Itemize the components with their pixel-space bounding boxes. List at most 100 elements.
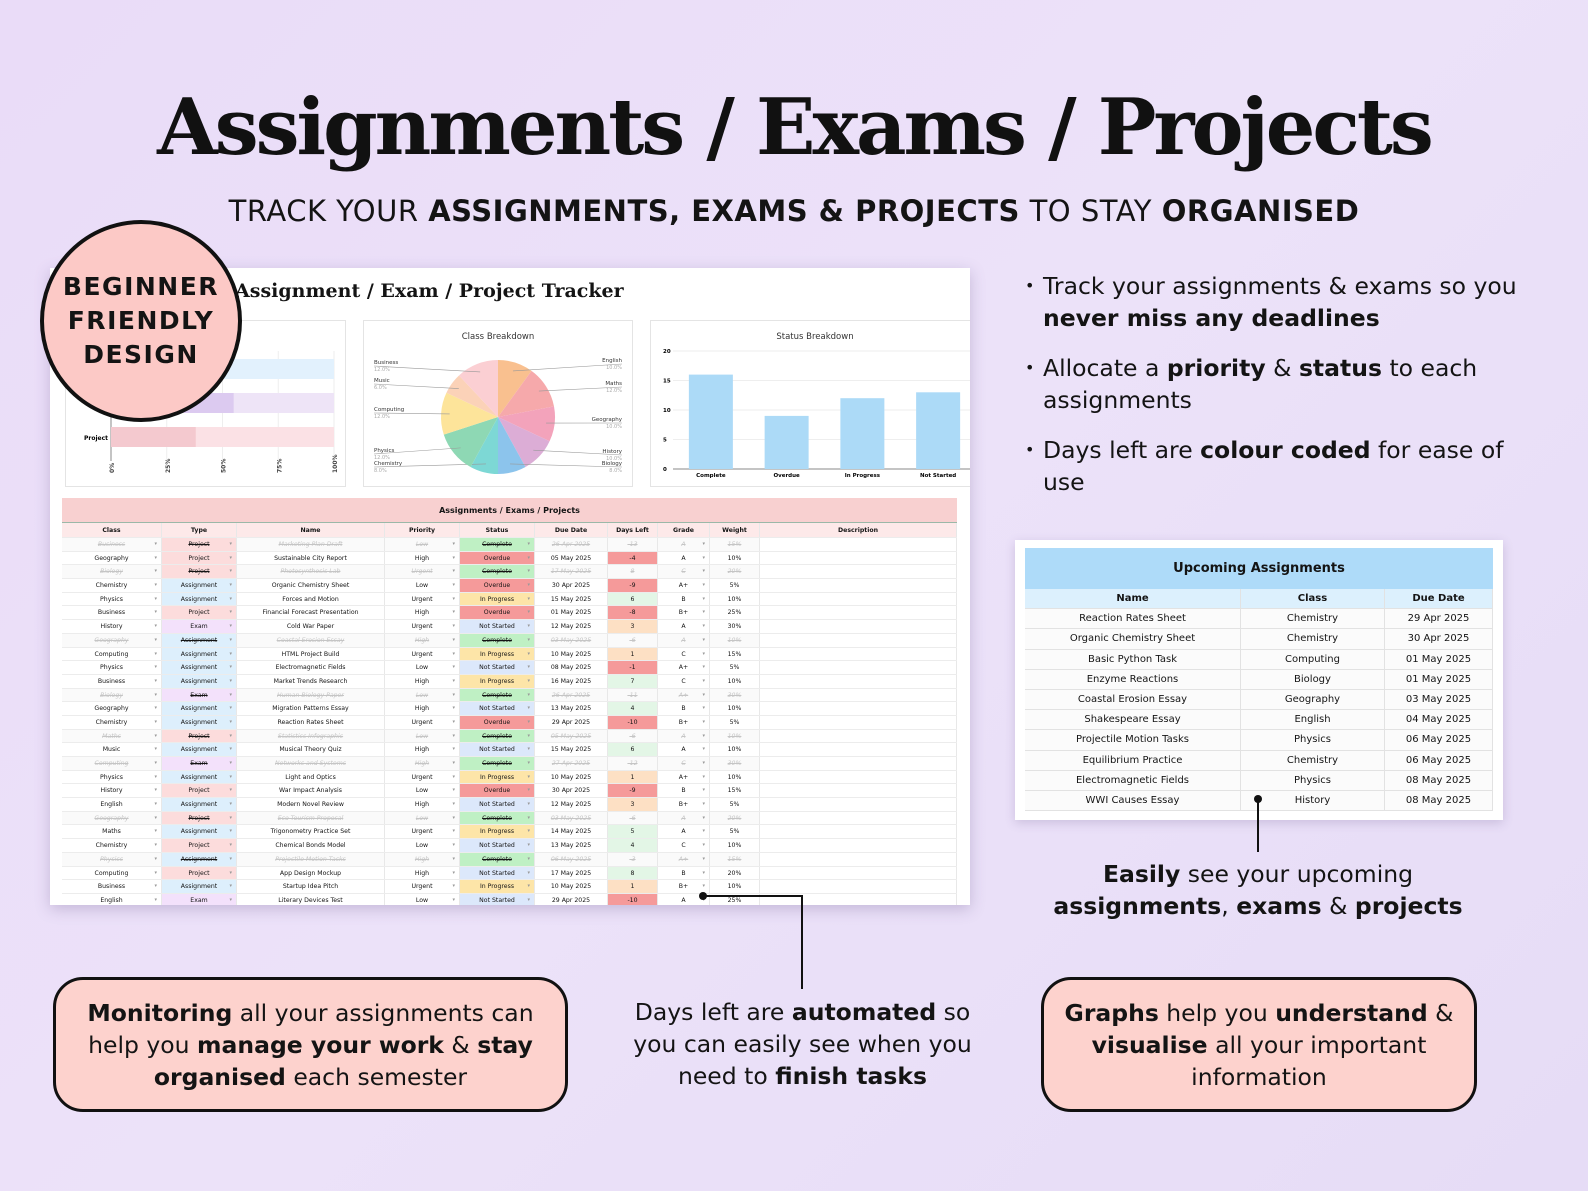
status-cell[interactable]: Overdue [460, 551, 535, 565]
status-cell[interactable]: Overdue [460, 715, 535, 729]
grade-cell[interactable]: C [658, 565, 710, 579]
type-cell[interactable]: Exam [162, 757, 237, 770]
grade-cell[interactable]: B+ [658, 880, 710, 893]
priority-cell[interactable]: High [385, 743, 460, 756]
priority-cell[interactable]: Low [385, 811, 460, 825]
status-cell[interactable]: Complete [460, 565, 535, 579]
type-cell[interactable]: Assignment [162, 579, 237, 592]
type-cell[interactable]: Exam [162, 688, 237, 702]
type-cell[interactable]: Assignment [162, 880, 237, 893]
column-header[interactable]: Status [460, 523, 535, 537]
type-cell[interactable]: Project [162, 729, 237, 743]
grade-cell[interactable]: B+ [658, 606, 710, 620]
status-cell[interactable]: In Progress [460, 592, 535, 606]
type-cell[interactable]: Project [162, 538, 237, 551]
type-cell[interactable]: Assignment [162, 633, 237, 647]
status-cell[interactable]: Complete [460, 538, 535, 551]
grade-cell[interactable]: C [658, 674, 710, 688]
priority-cell[interactable]: Urgent [385, 715, 460, 729]
priority-cell[interactable]: Low [385, 839, 460, 852]
type-cell[interactable]: Assignment [162, 798, 237, 811]
priority-cell[interactable]: Low [385, 688, 460, 702]
priority-cell[interactable]: Low [385, 579, 460, 592]
type-cell[interactable]: Project [162, 784, 237, 798]
class-cell[interactable]: English [62, 798, 162, 811]
column-header[interactable]: Description [760, 523, 957, 537]
grade-cell[interactable]: A [658, 551, 710, 565]
priority-cell[interactable]: Urgent [385, 592, 460, 606]
status-cell[interactable]: Complete [460, 811, 535, 825]
class-cell[interactable]: Biology [62, 688, 162, 702]
status-cell[interactable]: In Progress [460, 825, 535, 839]
column-header[interactable]: Class [62, 523, 162, 537]
grade-cell[interactable]: A [658, 633, 710, 647]
type-cell[interactable]: Project [162, 551, 237, 565]
class-cell[interactable]: Physics [62, 770, 162, 784]
status-cell[interactable]: Not Started [460, 743, 535, 756]
class-cell[interactable]: History [62, 784, 162, 798]
grade-cell[interactable]: A [658, 743, 710, 756]
grade-cell[interactable]: A+ [658, 579, 710, 592]
priority-cell[interactable]: High [385, 606, 460, 620]
grade-cell[interactable]: B [658, 784, 710, 798]
type-cell[interactable]: Project [162, 839, 237, 852]
type-cell[interactable]: Assignment [162, 647, 237, 661]
type-cell[interactable]: Project [162, 565, 237, 579]
grade-cell[interactable]: B [658, 592, 710, 606]
class-cell[interactable]: Computing [62, 647, 162, 661]
status-cell[interactable]: Complete [460, 729, 535, 743]
class-cell[interactable]: Chemistry [62, 839, 162, 852]
priority-cell[interactable]: Urgent [385, 647, 460, 661]
grade-cell[interactable]: C [658, 839, 710, 852]
status-cell[interactable]: Complete [460, 757, 535, 770]
grade-cell[interactable]: B [658, 866, 710, 880]
priority-cell[interactable]: Urgent [385, 620, 460, 633]
status-cell[interactable]: Not Started [460, 866, 535, 880]
grade-cell[interactable]: B+ [658, 798, 710, 811]
status-cell[interactable]: Not Started [460, 661, 535, 674]
type-cell[interactable]: Assignment [162, 661, 237, 674]
class-cell[interactable]: Physics [62, 592, 162, 606]
priority-cell[interactable]: Urgent [385, 880, 460, 893]
class-cell[interactable]: Business [62, 674, 162, 688]
class-cell[interactable]: English [62, 893, 162, 905]
priority-cell[interactable]: Low [385, 784, 460, 798]
priority-cell[interactable]: Low [385, 893, 460, 905]
type-cell[interactable]: Assignment [162, 674, 237, 688]
priority-cell[interactable]: Low [385, 661, 460, 674]
column-header[interactable]: Type [162, 523, 237, 537]
class-cell[interactable]: Computing [62, 757, 162, 770]
status-cell[interactable]: Overdue [460, 579, 535, 592]
status-cell[interactable]: In Progress [460, 770, 535, 784]
priority-cell[interactable]: High [385, 866, 460, 880]
priority-cell[interactable]: High [385, 702, 460, 715]
priority-cell[interactable]: Urgent [385, 825, 460, 839]
priority-cell[interactable]: Low [385, 729, 460, 743]
grade-cell[interactable]: B [658, 702, 710, 715]
class-cell[interactable]: Geography [62, 811, 162, 825]
priority-cell[interactable]: Urgent [385, 565, 460, 579]
class-cell[interactable]: Music [62, 743, 162, 756]
status-cell[interactable]: Not Started [460, 702, 535, 715]
status-cell[interactable]: Overdue [460, 784, 535, 798]
type-cell[interactable]: Assignment [162, 702, 237, 715]
status-cell[interactable]: Not Started [460, 893, 535, 905]
priority-cell[interactable]: Low [385, 538, 460, 551]
class-cell[interactable]: Maths [62, 729, 162, 743]
column-header[interactable]: Due Date [535, 523, 608, 537]
class-cell[interactable]: Business [62, 880, 162, 893]
grade-cell[interactable]: A [658, 620, 710, 633]
class-cell[interactable]: Physics [62, 852, 162, 866]
grade-cell[interactable]: A+ [658, 661, 710, 674]
status-cell[interactable]: Complete [460, 688, 535, 702]
class-cell[interactable]: Chemistry [62, 715, 162, 729]
class-cell[interactable]: Geography [62, 702, 162, 715]
grade-cell[interactable]: A+ [658, 688, 710, 702]
priority-cell[interactable]: High [385, 633, 460, 647]
grade-cell[interactable]: B+ [658, 715, 710, 729]
status-cell[interactable]: In Progress [460, 674, 535, 688]
type-cell[interactable]: Assignment [162, 852, 237, 866]
type-cell[interactable]: Assignment [162, 825, 237, 839]
class-cell[interactable]: Business [62, 538, 162, 551]
column-header[interactable]: Weight [710, 523, 760, 537]
